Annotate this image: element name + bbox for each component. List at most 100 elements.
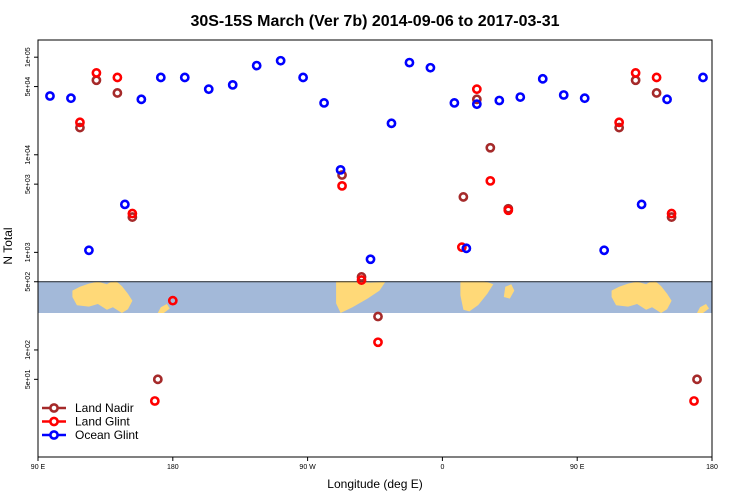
land-glint-point: [356, 275, 367, 285]
land-nadir-point: [471, 94, 482, 105]
y-tick-label: 5e+02: [25, 272, 32, 292]
land-nadir-point: [485, 142, 496, 153]
ocean-glint-point: [155, 72, 166, 83]
x-tick-label: 90 E: [570, 464, 585, 471]
x-axis-title: Longitude (deg E): [327, 477, 422, 491]
x-tick-label: 90 E: [31, 464, 46, 471]
continent-africa: [460, 281, 494, 312]
ocean-glint-point: [599, 245, 610, 256]
ocean-glint-point: [365, 254, 376, 265]
ocean-glint-point: [251, 60, 262, 71]
ocean-glint-point: [449, 98, 460, 108]
ocean-glint-point: [662, 94, 672, 105]
land-glint-point: [456, 242, 467, 253]
ocean-glint-point: [335, 164, 346, 175]
land-glint-point: [112, 72, 123, 83]
land-glint-point: [503, 205, 514, 216]
continent-new-zealand: [157, 304, 170, 313]
world-map-band: [0, 280, 750, 314]
ocean-glint-point: [66, 93, 76, 104]
x-axis-ticks: 90 E 180 90 W 0 90 E 180: [31, 457, 718, 471]
ocean-glint-point: [119, 199, 130, 210]
ocean-glint-point: [386, 118, 397, 129]
ocean-glint-point: [275, 55, 286, 66]
land-nadir-point: [458, 192, 469, 202]
land-glint-point: [337, 180, 347, 191]
legend-label: Ocean Glint: [75, 428, 139, 442]
land-nadir-point: [651, 88, 662, 98]
continent-australia: [611, 281, 672, 313]
x-tick-label: 0: [440, 464, 444, 471]
continent-australia: [72, 281, 133, 313]
x-tick-label: 180: [167, 464, 179, 471]
ocean-glint-point: [461, 243, 472, 254]
ocean-glint-point: [471, 99, 482, 110]
y-tick-label: 5e+04: [25, 77, 32, 97]
land-glint-point: [471, 84, 482, 95]
legend-label: Land Glint: [75, 415, 130, 429]
land-nadir-point: [112, 88, 123, 98]
land-glint-point: [127, 208, 138, 219]
land-nadir-point: [614, 122, 625, 133]
legend-label: Land Nadir: [75, 401, 134, 415]
ocean-glint-point: [494, 95, 505, 106]
y-axis-ticks: 5e+01 1e+02 5e+02 1e+03 5e+03 1e+04 5e+04 1e+05: [25, 47, 38, 389]
y-tick-label: 1e+02: [25, 340, 32, 360]
land-nadir-point: [75, 122, 85, 133]
land-nadir-point: [152, 374, 163, 385]
y-tick-label: 1e+05: [25, 47, 32, 67]
ocean-glint-point: [425, 62, 436, 73]
land-glint-point: [689, 396, 699, 406]
data-points: [45, 55, 708, 406]
ocean-glint-point: [203, 84, 214, 95]
ocean-glint-point: [579, 93, 590, 104]
y-tick-label: 1e+03: [25, 242, 32, 262]
land-glint-point: [666, 208, 677, 219]
plot-frame: [37, 39, 713, 458]
land-nadir-point: [337, 170, 347, 180]
ocean-glint-point: [537, 73, 548, 84]
land-glint-point: [630, 68, 641, 78]
land-glint-point: [75, 117, 85, 128]
continent-south-america: [336, 281, 386, 313]
continent-madagascar: [503, 284, 515, 299]
ocean-glint-point: [136, 94, 147, 105]
ocean-glint-point: [227, 79, 238, 90]
ocean-glint-point: [179, 72, 190, 83]
continent-new-zealand: [697, 304, 709, 313]
x-tick-label: 90 W: [299, 464, 316, 471]
land-glint-point: [91, 68, 102, 78]
y-tick-label: 1e+04: [25, 145, 32, 165]
legend-marker: [49, 430, 59, 440]
ocean-glint-point: [558, 90, 569, 100]
legend-marker: [49, 403, 59, 413]
land-nadir-point: [692, 374, 702, 385]
land-glint-point: [149, 396, 160, 406]
land-glint-point: [167, 295, 178, 306]
ocean-glint-point: [319, 98, 329, 108]
land-nadir-point: [127, 212, 138, 222]
land-nadir-point: [666, 212, 677, 222]
legend-item-land-nadir: Land Nadir: [42, 401, 134, 415]
ocean-glint-point: [45, 91, 55, 101]
y-axis-title: N Total: [1, 227, 15, 264]
land-nadir-point: [373, 311, 383, 322]
legend-item-land-glint: Land Glint: [42, 415, 130, 429]
ocean-glint-point: [698, 72, 708, 83]
land-glint-point: [373, 337, 383, 348]
y-tick-label: 5e+03: [25, 174, 32, 194]
ocean-glint-point: [298, 72, 309, 83]
land-glint-point: [485, 175, 496, 186]
y-tick-label: 5e+01: [25, 369, 32, 389]
land-glint-point: [614, 117, 625, 128]
x-tick-label: 180: [706, 464, 718, 471]
legend-marker: [49, 416, 59, 427]
ocean-glint-point: [84, 245, 94, 256]
ocean-glint-point: [636, 199, 647, 210]
series-land-glint: [75, 68, 699, 406]
series-ocean-glint: [45, 55, 708, 265]
chart-title: 30S-15S March (Ver 7b) 2014-09-06 to 201…: [190, 13, 559, 30]
land-glint-point: [651, 72, 662, 83]
